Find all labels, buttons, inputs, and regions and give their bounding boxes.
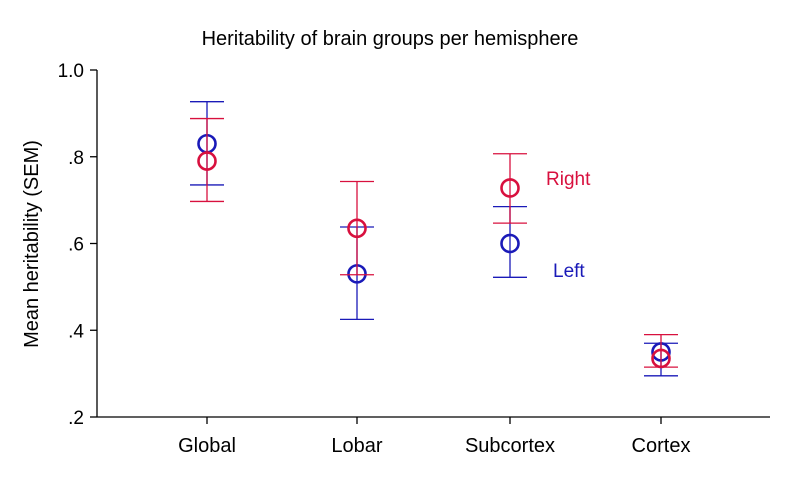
y-tick-label: .4	[68, 321, 84, 342]
chart-title: Heritability of brain groups per hemisph…	[202, 28, 579, 50]
y-ticks: .2 .4 .6 .8 1.0	[58, 61, 97, 429]
y-tick-label: .8	[68, 148, 84, 169]
y-axis-label: Mean heritability (SEM)	[21, 140, 43, 348]
y-tick-label: .6	[68, 235, 84, 256]
right-point	[651, 348, 671, 369]
x-ticks: Global Lobar Subcortex Cortex	[178, 417, 690, 457]
right-point	[197, 151, 217, 171]
left-series-label: Left	[553, 261, 585, 282]
y-tick-label: 1.0	[58, 61, 84, 82]
x-tick-label: Subcortex	[465, 435, 555, 457]
error-bar-marks	[190, 101, 678, 377]
y-tick-label: .2	[68, 408, 84, 429]
x-tick-label: Lobar	[331, 435, 382, 457]
right-series-label: Right	[546, 169, 591, 190]
left-point	[500, 233, 520, 254]
x-tick-label: Global	[178, 435, 236, 457]
right-point	[347, 218, 367, 239]
x-tick-label: Cortex	[632, 435, 691, 457]
series-labels: Left Right	[546, 169, 591, 282]
right-point	[500, 178, 520, 198]
